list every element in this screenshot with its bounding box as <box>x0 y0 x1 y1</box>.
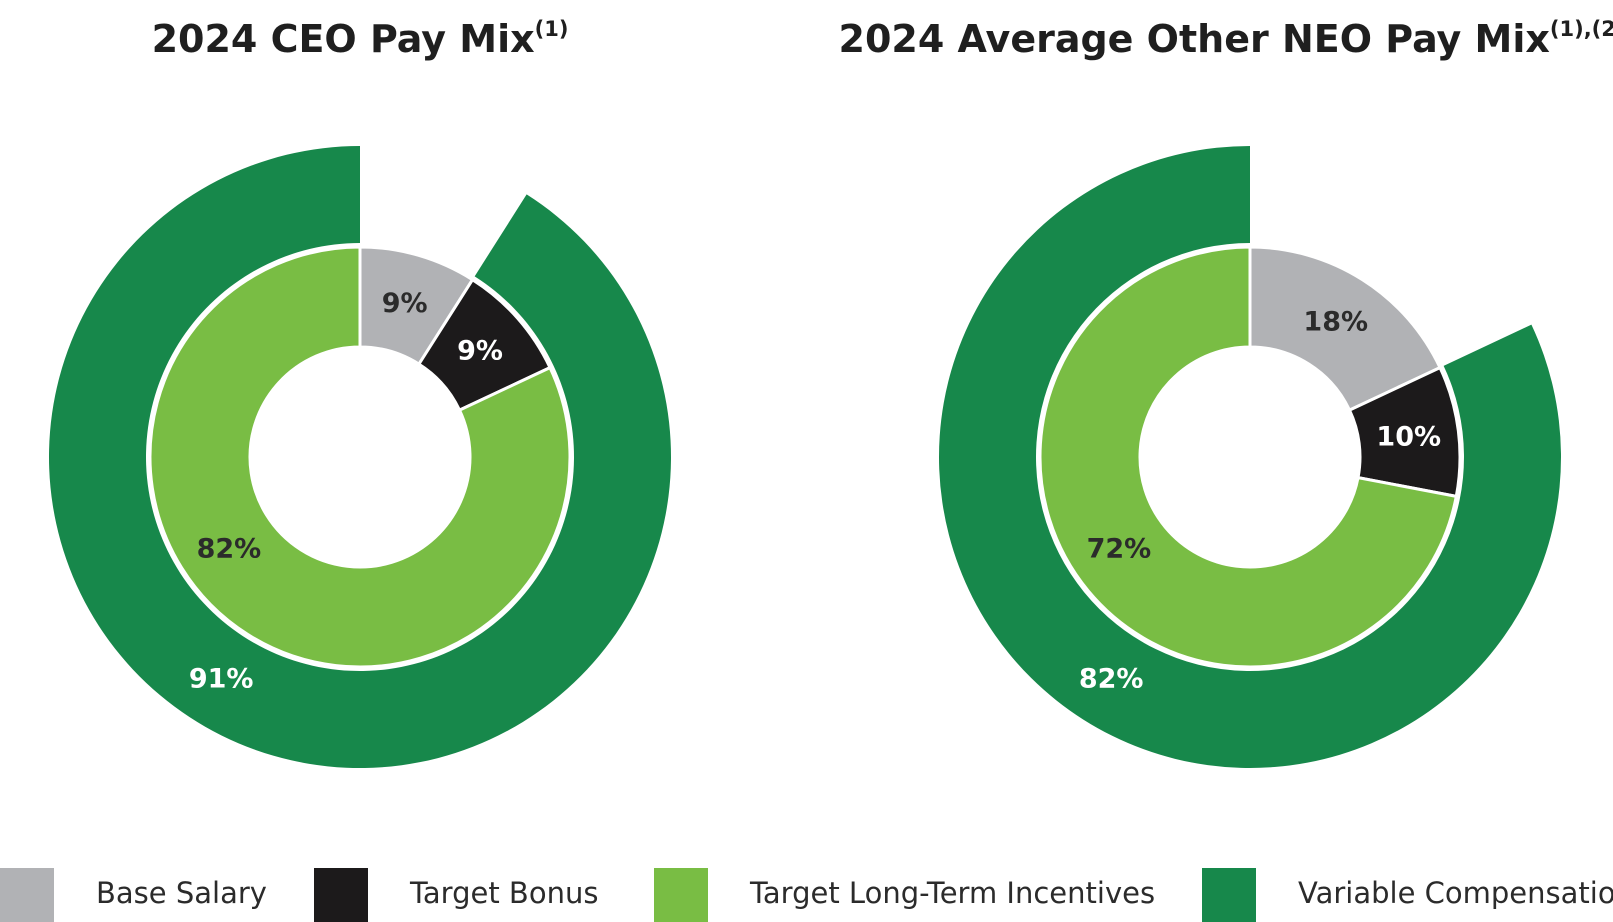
ceo-pay-mix-chart: 9% 9% 82% 91% <box>48 146 672 768</box>
legend: Base Salary Target Bonus Target Long-Ter… <box>0 868 1613 922</box>
inner-label-target-lti: 82% <box>197 533 262 564</box>
inner-slice-target-lti <box>148 245 572 669</box>
outer-label-variable-compensation: 82% <box>1079 664 1144 695</box>
inner-slice-target-lti <box>1038 245 1458 669</box>
legend-swatch-target-bonus <box>314 868 368 922</box>
inner-label-target-bonus: 10% <box>1376 421 1441 452</box>
chart-2-title: 2024 Average Other NEO Pay Mix(1),(2) <box>839 17 1613 61</box>
inner-label-target-bonus: 9% <box>457 336 503 367</box>
inner-label-base-salary: 9% <box>382 288 428 319</box>
outer-slice-variable-compensation <box>48 146 672 768</box>
outer-label-variable-compensation: 91% <box>189 664 254 695</box>
inner-label-target-lti: 72% <box>1087 533 1152 564</box>
legend-label-target-bonus: Target Bonus <box>409 876 598 910</box>
inner-slice-base-salary <box>1248 245 1442 412</box>
neo-pay-mix-chart: 18% 10% 72% 82% <box>938 146 1561 769</box>
legend-label-target-lti: Target Long-Term Incentives <box>749 876 1155 910</box>
inner-label-base-salary: 18% <box>1303 306 1368 337</box>
chart-1-title: 2024 CEO Pay Mix(1) <box>152 17 569 61</box>
legend-label-base-salary: Base Salary <box>96 876 267 910</box>
legend-label-variable-comp: Variable Compensation <box>1298 876 1613 910</box>
legend-swatch-base-salary <box>0 868 54 922</box>
outer-slice-variable-compensation <box>938 146 1561 769</box>
legend-swatch-variable-comp <box>1202 868 1256 922</box>
legend-swatch-target-lti <box>654 868 708 922</box>
